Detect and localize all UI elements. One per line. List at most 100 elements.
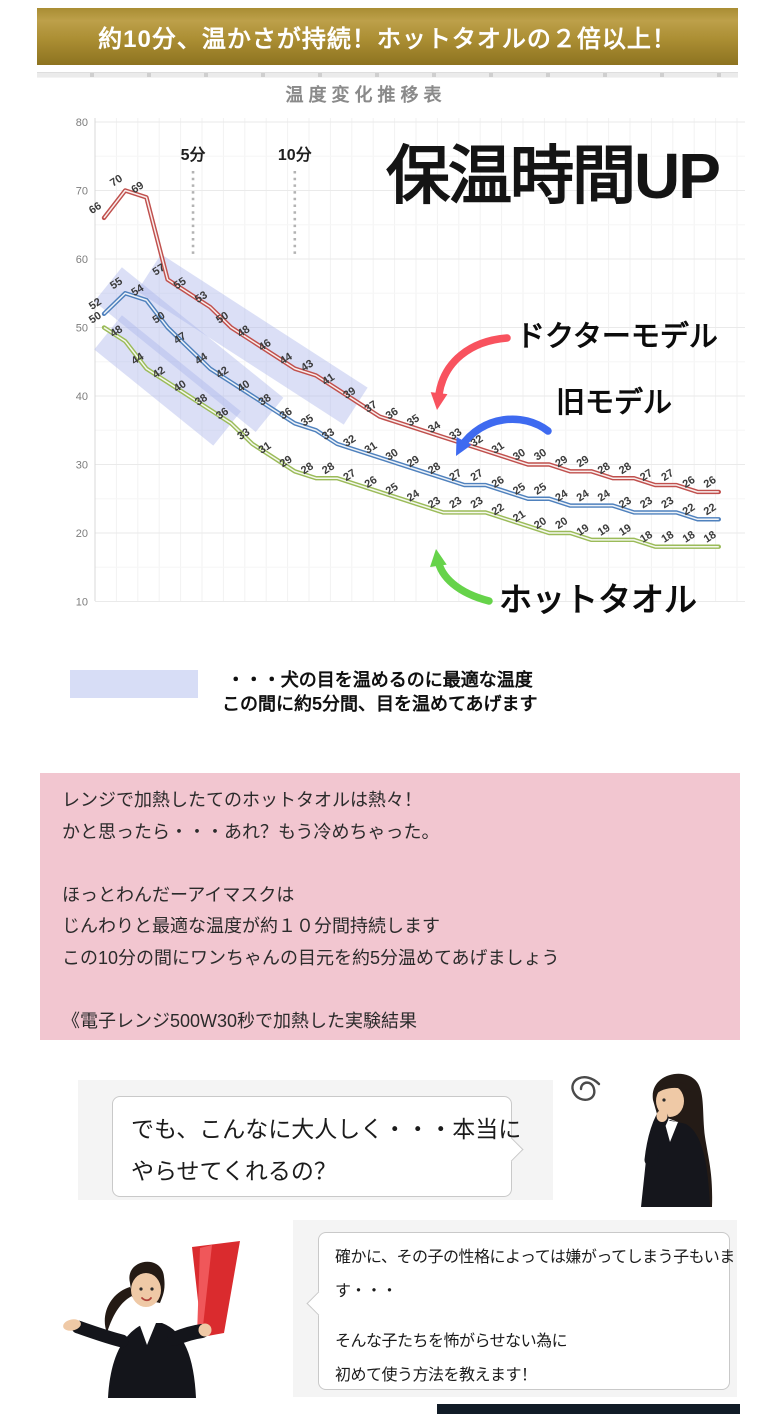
svg-text:23: 23 xyxy=(617,495,634,512)
description-line: ほっとわんだーアイマスクは xyxy=(62,884,295,905)
svg-text:26: 26 xyxy=(363,474,380,491)
svg-text:10分: 10分 xyxy=(278,146,312,164)
svg-text:25: 25 xyxy=(384,481,401,498)
svg-text:55: 55 xyxy=(108,275,125,292)
svg-text:20: 20 xyxy=(532,515,549,532)
svg-text:31: 31 xyxy=(490,440,507,457)
svg-text:27: 27 xyxy=(341,467,358,484)
promo-banner-text: 約10分、温かさが持続！ホットタオルの２倍以上！ xyxy=(98,26,677,53)
svg-text:39: 39 xyxy=(341,385,358,402)
svg-text:27: 27 xyxy=(469,467,486,484)
answer-bubble: 確かに、その子の性格によっては嫌がってしまう子もいま す・・・ そんな子たちを怖… xyxy=(318,1232,735,1390)
megaphone-icon xyxy=(192,1241,240,1337)
description-box: レンジで加熱したてのホットタオルは熱々！ かと思ったら・・・あれ？もう冷めちゃっ… xyxy=(40,773,740,1040)
svg-text:22: 22 xyxy=(681,501,698,518)
svg-text:40: 40 xyxy=(76,391,88,403)
answer-spacer xyxy=(335,1309,729,1325)
question-line-2: やらせてくれるの？ xyxy=(131,1159,337,1184)
optimal-range-swatch xyxy=(70,670,198,698)
svg-text:36: 36 xyxy=(214,406,231,423)
svg-text:23: 23 xyxy=(469,495,486,512)
table-edge-strip xyxy=(37,72,738,78)
description-line: じんわりと最適な温度が約１０分間持続します xyxy=(62,916,440,936)
legend-line-1: ・・・犬の目を温めるのに最適な温度 xyxy=(226,670,533,690)
svg-text:25: 25 xyxy=(532,481,549,498)
confused-scribble-icon xyxy=(571,1076,601,1101)
svg-text:ドクターモデル: ドクターモデル xyxy=(516,319,718,353)
svg-text:35: 35 xyxy=(405,412,422,429)
svg-text:31: 31 xyxy=(363,440,380,457)
svg-text:温度変化推移表: 温度変化推移表 xyxy=(286,84,447,105)
svg-text:23: 23 xyxy=(447,495,464,512)
svg-text:57: 57 xyxy=(151,262,168,279)
svg-text:18: 18 xyxy=(659,529,676,546)
svg-text:47: 47 xyxy=(172,330,189,347)
svg-text:53: 53 xyxy=(193,289,210,306)
answer-line-1: 確かに、その子の性格によっては嫌がってしまう子もいま xyxy=(335,1249,735,1266)
svg-text:33: 33 xyxy=(235,426,252,443)
svg-text:36: 36 xyxy=(278,406,295,423)
svg-text:28: 28 xyxy=(320,460,337,477)
svg-text:24: 24 xyxy=(596,487,614,504)
svg-text:70: 70 xyxy=(76,186,88,198)
svg-text:36: 36 xyxy=(384,406,401,423)
svg-text:18: 18 xyxy=(638,529,655,546)
megaphone-woman-photo xyxy=(50,1235,295,1398)
svg-text:29: 29 xyxy=(575,453,592,470)
legend-line-2: この間に約5分間、目を温めてあげます xyxy=(222,694,538,714)
svg-text:19: 19 xyxy=(617,522,634,539)
svg-text:70: 70 xyxy=(108,173,125,190)
svg-text:30: 30 xyxy=(532,447,549,464)
svg-text:35: 35 xyxy=(299,412,316,429)
svg-text:50: 50 xyxy=(87,310,104,327)
svg-text:55: 55 xyxy=(172,275,189,292)
svg-text:66: 66 xyxy=(87,200,104,217)
svg-text:42: 42 xyxy=(151,364,168,381)
svg-text:20: 20 xyxy=(553,515,570,532)
answer-line-4: 初めて使う方法を教えます！ xyxy=(335,1367,537,1384)
svg-text:ホットタオル: ホットタオル xyxy=(499,581,697,618)
svg-text:29: 29 xyxy=(405,453,422,470)
svg-text:40: 40 xyxy=(172,378,189,395)
svg-text:22: 22 xyxy=(702,501,719,518)
svg-text:50: 50 xyxy=(76,323,88,335)
svg-text:26: 26 xyxy=(681,474,698,491)
svg-text:10: 10 xyxy=(76,597,88,609)
svg-text:旧モデル: 旧モデル xyxy=(556,385,672,419)
svg-text:37: 37 xyxy=(363,399,380,416)
svg-text:23: 23 xyxy=(638,495,655,512)
svg-text:23: 23 xyxy=(659,495,676,512)
thinking-woman-figure xyxy=(641,1073,713,1207)
svg-text:19: 19 xyxy=(596,522,613,539)
description-line: レンジで加熱したてのホットタオルは熱々！ xyxy=(62,790,422,810)
answer-line-2: す・・・ xyxy=(335,1283,398,1300)
description-line: かと思ったら・・・あれ？もう冷めちゃった。 xyxy=(62,821,440,842)
svg-text:46: 46 xyxy=(257,337,274,354)
svg-text:25: 25 xyxy=(511,481,528,498)
svg-text:24: 24 xyxy=(575,487,593,504)
svg-text:21: 21 xyxy=(511,508,528,525)
description-line: 《電子レンジ500W30秒で加熱した実験結果 xyxy=(62,1010,418,1031)
svg-text:40: 40 xyxy=(235,378,252,395)
svg-text:保温時間UP: 保温時間UP xyxy=(386,140,719,212)
svg-text:18: 18 xyxy=(681,529,698,546)
svg-text:20: 20 xyxy=(76,528,88,540)
svg-text:27: 27 xyxy=(659,467,676,484)
svg-text:5分: 5分 xyxy=(181,146,206,164)
description-line xyxy=(62,848,740,880)
svg-text:28: 28 xyxy=(617,460,634,477)
svg-text:80: 80 xyxy=(76,117,88,129)
svg-text:43: 43 xyxy=(299,358,316,375)
svg-text:38: 38 xyxy=(257,392,274,409)
description-line: この10分の間にワンちゃんの目元を約5分温めてあげましょう xyxy=(62,947,560,968)
next-section-edge xyxy=(437,1404,740,1414)
svg-text:60: 60 xyxy=(76,254,88,266)
svg-text:50: 50 xyxy=(151,310,168,327)
svg-text:26: 26 xyxy=(702,474,719,491)
chart-legend: ・・・犬の目を温めるのに最適な温度 この間に約5分間、目を温めてあげます xyxy=(70,668,630,716)
svg-text:33: 33 xyxy=(447,426,464,443)
svg-text:50: 50 xyxy=(214,310,231,327)
svg-text:30: 30 xyxy=(76,460,88,472)
svg-text:30: 30 xyxy=(511,447,528,464)
promo-banner: 約10分、温かさが持続！ホットタオルの２倍以上！ xyxy=(37,8,738,65)
